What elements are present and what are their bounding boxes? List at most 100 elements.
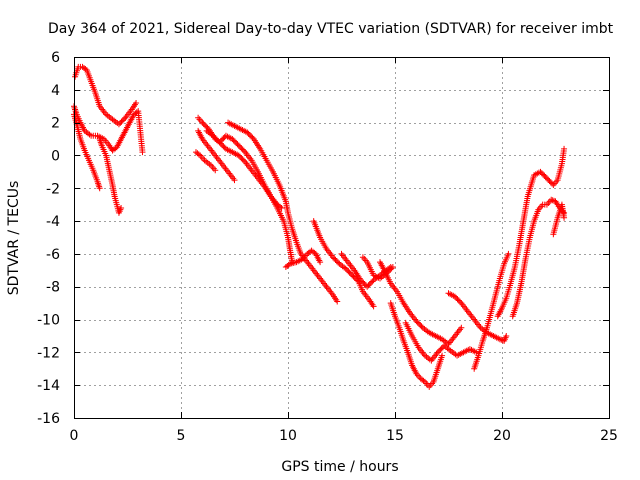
data-point-marker bbox=[547, 179, 554, 186]
data-point-marker bbox=[360, 279, 367, 286]
x-tick-label: 0 bbox=[70, 428, 79, 444]
y-tick-label: -2 bbox=[46, 181, 60, 197]
data-point-marker bbox=[542, 174, 549, 181]
data-point-marker bbox=[117, 119, 124, 126]
data-point-marker bbox=[121, 116, 128, 123]
data-point-marker bbox=[505, 250, 512, 257]
data-point-marker bbox=[238, 145, 245, 152]
data-point-marker bbox=[473, 349, 480, 356]
data-point-marker bbox=[237, 153, 244, 160]
data-point-marker bbox=[201, 122, 208, 129]
data-point-marker bbox=[133, 99, 140, 106]
data-point-marker bbox=[346, 269, 353, 276]
y-tick-label: -8 bbox=[46, 280, 60, 296]
data-point-marker bbox=[115, 121, 122, 128]
data-point-marker bbox=[195, 151, 202, 158]
data-point-marker bbox=[415, 320, 422, 327]
series-arc1 bbox=[72, 63, 140, 128]
data-point-marker bbox=[119, 117, 126, 124]
series-arc21 bbox=[550, 201, 568, 238]
series-arc19 bbox=[494, 145, 568, 320]
data-point-marker bbox=[216, 139, 223, 146]
data-point-marker bbox=[438, 345, 445, 352]
data-point-marker bbox=[417, 322, 424, 329]
y-tick-label: 2 bbox=[51, 116, 60, 132]
data-point-marker bbox=[217, 140, 224, 147]
data-point-marker bbox=[220, 135, 227, 142]
data-point-marker bbox=[366, 281, 373, 288]
data-point-marker bbox=[434, 349, 441, 356]
y-tick-label: -10 bbox=[37, 313, 60, 329]
data-point-marker bbox=[548, 196, 555, 203]
data-point-marker bbox=[239, 156, 246, 163]
data-point-marker bbox=[335, 259, 342, 266]
x-tick-label: 20 bbox=[493, 428, 511, 444]
data-point-marker bbox=[118, 204, 125, 211]
data-point-marker bbox=[349, 272, 356, 279]
data-point-marker bbox=[540, 171, 547, 178]
series-arc10 bbox=[282, 247, 324, 271]
x-axis-ticks: 0 5 10 15 20 25 bbox=[70, 57, 618, 444]
y-tick-label: -4 bbox=[46, 214, 60, 230]
x-tick-label: 15 bbox=[386, 428, 404, 444]
data-point-marker bbox=[210, 132, 217, 139]
data-point-marker bbox=[237, 143, 244, 150]
data-point-marker bbox=[248, 133, 255, 140]
data-point-marker bbox=[386, 267, 393, 274]
y-axis-ticks: -16 -14 -12 -10 -8 -6 -4 -2 0 2 4 6 bbox=[37, 50, 609, 427]
data-point-marker bbox=[139, 149, 146, 156]
series-arc14 bbox=[377, 259, 465, 348]
data-point-marker bbox=[235, 142, 242, 149]
data-point-marker bbox=[345, 268, 352, 275]
data-point-marker bbox=[118, 118, 125, 125]
data-point-marker bbox=[453, 294, 460, 301]
data-point-marker bbox=[212, 167, 219, 174]
x-tick-label: 5 bbox=[177, 428, 186, 444]
series-arc6 bbox=[195, 127, 238, 184]
data-point-marker bbox=[342, 265, 349, 272]
data-point-marker bbox=[549, 197, 556, 204]
data-point-marker bbox=[333, 258, 340, 265]
data-point-marker bbox=[561, 214, 568, 221]
data-point-marker bbox=[230, 137, 237, 144]
data-point-marker bbox=[413, 318, 420, 325]
data-point-marker bbox=[351, 274, 358, 281]
data-point-marker bbox=[368, 279, 375, 286]
data-point-marker bbox=[199, 119, 206, 126]
plot-frame bbox=[74, 57, 610, 419]
data-point-marker bbox=[240, 157, 247, 164]
data-point-marker bbox=[200, 120, 207, 127]
y-tick-label: 0 bbox=[51, 148, 60, 164]
data-point-marker bbox=[543, 175, 550, 182]
chart-title: Day 364 of 2021, Sidereal Day-to-day VTE… bbox=[48, 21, 614, 37]
y-axis-label: SDTVAR / TECUs bbox=[6, 181, 22, 296]
data-point-marker bbox=[457, 298, 464, 305]
data-point-marker bbox=[455, 297, 462, 304]
series-arc15 bbox=[387, 300, 446, 390]
data-point-marker bbox=[347, 270, 354, 277]
data-point-marker bbox=[245, 130, 252, 137]
series-arc7 bbox=[192, 149, 219, 174]
data-point-marker bbox=[454, 296, 461, 303]
series-arc4 bbox=[96, 136, 125, 216]
data-point-marker bbox=[418, 323, 425, 330]
data-point-marker bbox=[357, 277, 364, 284]
data-point-marker bbox=[370, 303, 377, 310]
y-tick-label: -6 bbox=[46, 247, 60, 263]
data-point-marker bbox=[365, 282, 372, 289]
data-point-marker bbox=[437, 346, 444, 353]
data-point-marker bbox=[285, 261, 292, 268]
data-point-marker bbox=[329, 254, 336, 261]
data-point-marker bbox=[537, 168, 544, 175]
data-point-marker bbox=[458, 324, 465, 331]
data-point-marker bbox=[451, 293, 458, 300]
data-point-marker bbox=[231, 138, 238, 145]
data-point-marker bbox=[439, 352, 446, 359]
data-point-marker bbox=[546, 178, 553, 185]
data-point-marker bbox=[219, 141, 226, 148]
data-point-marker bbox=[364, 283, 371, 290]
x-tick-label: 25 bbox=[600, 428, 618, 444]
x-tick-label: 10 bbox=[279, 428, 297, 444]
data-point-marker bbox=[332, 256, 339, 263]
